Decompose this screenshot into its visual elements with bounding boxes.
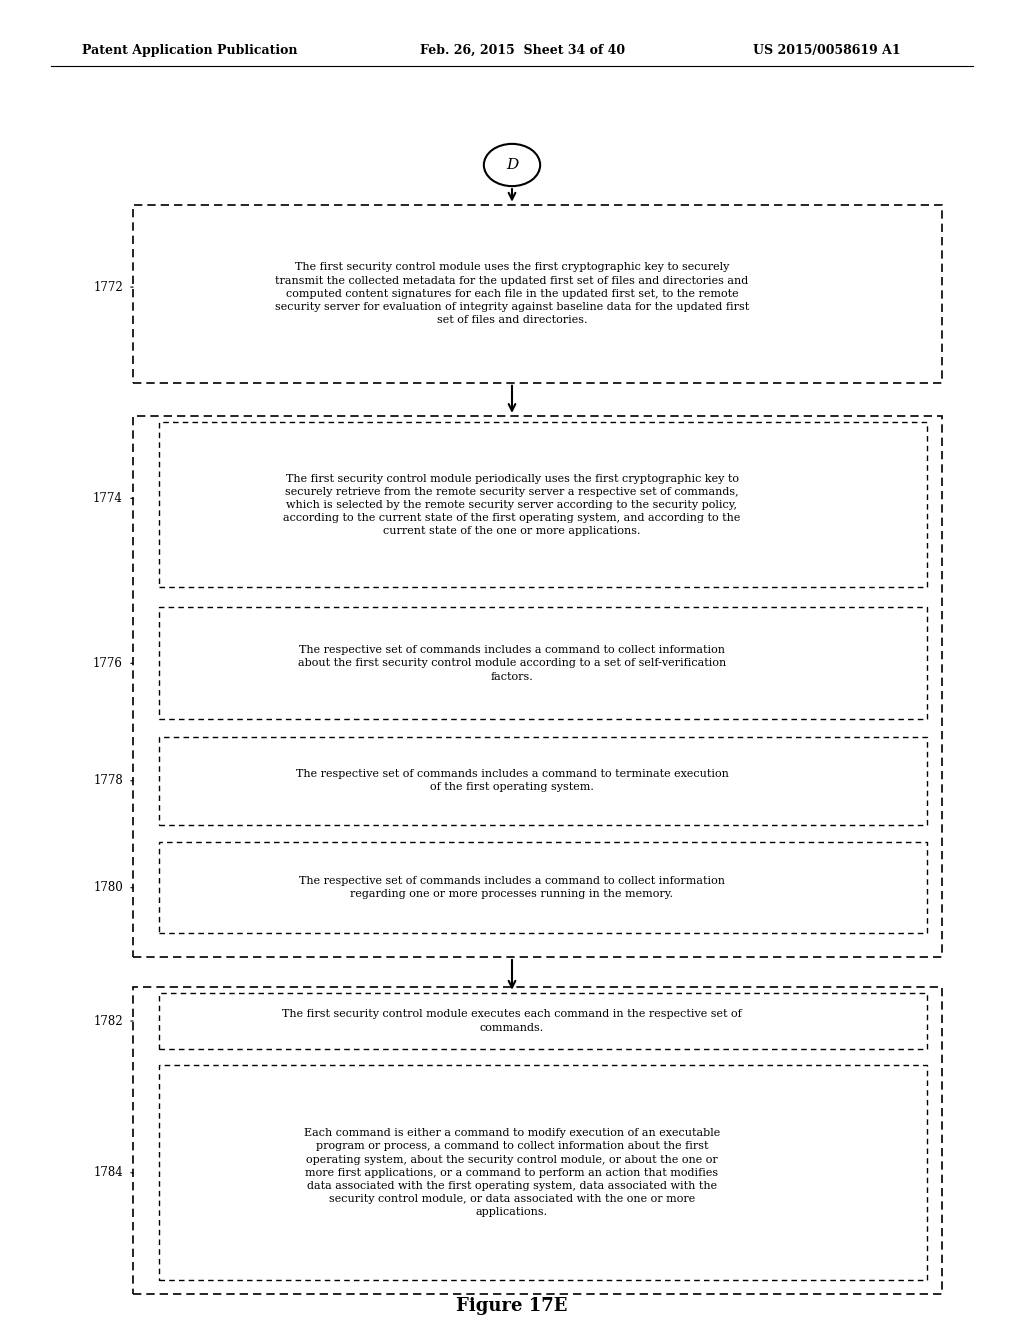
Text: The respective set of commands includes a command to collect information
about t: The respective set of commands includes … [298, 645, 726, 681]
Text: Patent Application Publication: Patent Application Publication [82, 44, 297, 57]
Bar [159, 842, 927, 933]
Text: 1782: 1782 [93, 1015, 123, 1027]
Text: Feb. 26, 2015  Sheet 34 of 40: Feb. 26, 2015 Sheet 34 of 40 [420, 44, 625, 57]
Bar [159, 607, 927, 719]
Text: Each command is either a command to modify execution of an executable
program or: Each command is either a command to modi… [304, 1129, 720, 1217]
Bar [133, 416, 942, 957]
Text: D: D [506, 158, 518, 172]
Text: 1776: 1776 [93, 657, 123, 669]
Text: The first security control module periodically uses the first cryptographic key : The first security control module period… [284, 474, 740, 536]
Bar [133, 205, 942, 383]
Text: 1772: 1772 [93, 281, 123, 293]
Text: The respective set of commands includes a command to collect information
regardi: The respective set of commands includes … [299, 876, 725, 899]
Text: The first security control module executes each command in the respective set of: The first security control module execut… [283, 1010, 741, 1032]
Text: 1780: 1780 [93, 882, 123, 894]
Text: Figure 17E: Figure 17E [457, 1296, 567, 1315]
Text: US 2015/0058619 A1: US 2015/0058619 A1 [753, 44, 900, 57]
Bar [159, 422, 927, 587]
Text: 1778: 1778 [93, 775, 123, 787]
Text: 1774: 1774 [93, 492, 123, 504]
Text: The first security control module uses the first cryptographic key to securely
t: The first security control module uses t… [274, 263, 750, 325]
Bar [159, 1065, 927, 1280]
Text: 1784: 1784 [93, 1167, 123, 1179]
Bar [159, 993, 927, 1049]
Bar [159, 737, 927, 825]
Text: The respective set of commands includes a command to terminate execution
of the : The respective set of commands includes … [296, 770, 728, 792]
Bar [133, 987, 942, 1294]
